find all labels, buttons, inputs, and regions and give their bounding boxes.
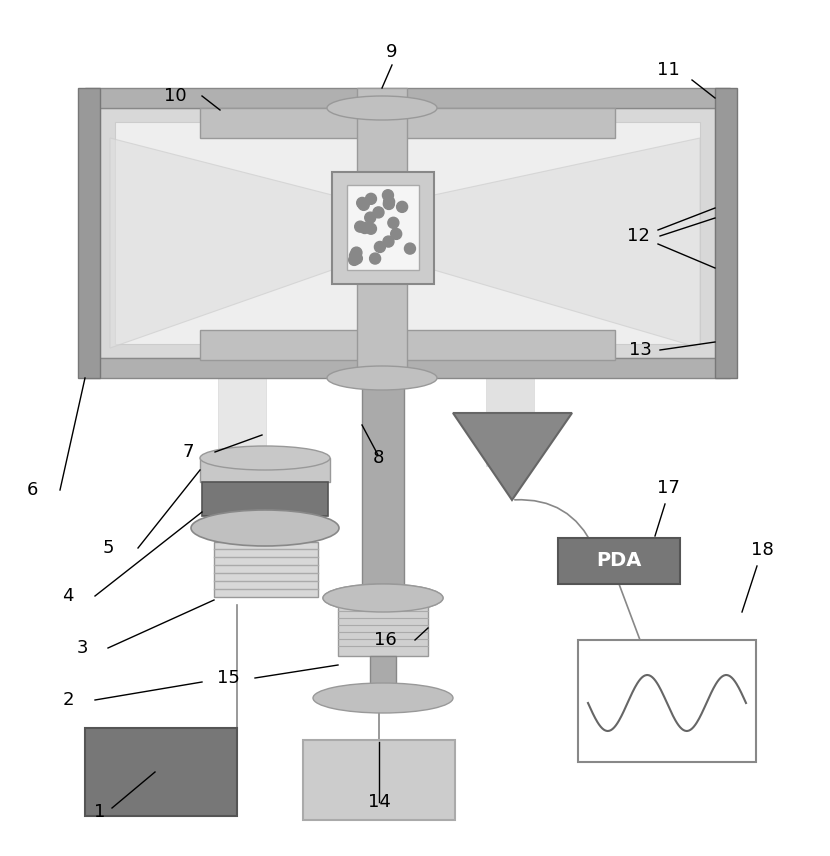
- Ellipse shape: [313, 683, 453, 713]
- Bar: [303, 740, 455, 820]
- Text: 18: 18: [750, 541, 774, 559]
- Circle shape: [383, 190, 393, 201]
- Circle shape: [364, 212, 376, 223]
- Circle shape: [354, 221, 366, 232]
- Text: 12: 12: [627, 227, 649, 245]
- Circle shape: [369, 253, 381, 264]
- Text: 6: 6: [27, 481, 37, 499]
- Ellipse shape: [191, 510, 339, 546]
- Circle shape: [351, 253, 363, 264]
- Bar: [100, 108, 715, 358]
- Bar: [85, 88, 730, 108]
- Text: 14: 14: [368, 793, 390, 811]
- Text: 2: 2: [62, 691, 74, 709]
- Circle shape: [404, 243, 416, 254]
- Circle shape: [365, 193, 377, 205]
- Polygon shape: [434, 138, 700, 348]
- Polygon shape: [453, 413, 572, 500]
- Text: 9: 9: [386, 43, 398, 61]
- Circle shape: [359, 199, 369, 211]
- Ellipse shape: [323, 584, 443, 612]
- Text: 7: 7: [183, 443, 193, 461]
- Circle shape: [365, 223, 377, 235]
- Bar: [370, 656, 396, 698]
- Circle shape: [383, 199, 394, 210]
- Bar: [338, 598, 428, 656]
- Bar: [357, 88, 407, 378]
- Bar: [332, 172, 434, 284]
- Ellipse shape: [327, 366, 437, 390]
- Circle shape: [357, 198, 368, 208]
- Bar: [85, 728, 237, 816]
- Circle shape: [373, 207, 384, 218]
- Circle shape: [349, 250, 360, 261]
- Bar: [78, 88, 100, 378]
- Circle shape: [349, 254, 359, 265]
- Bar: [362, 378, 404, 598]
- Text: 5: 5: [102, 539, 114, 557]
- Circle shape: [359, 223, 370, 234]
- Bar: [85, 358, 730, 378]
- Bar: [200, 330, 615, 360]
- Ellipse shape: [200, 446, 330, 470]
- Text: PDA: PDA: [596, 551, 642, 570]
- Ellipse shape: [327, 96, 437, 120]
- Bar: [200, 458, 330, 482]
- Text: 16: 16: [374, 631, 397, 649]
- Polygon shape: [110, 138, 332, 348]
- Text: 1: 1: [95, 803, 105, 821]
- Text: 15: 15: [217, 669, 239, 687]
- Circle shape: [397, 201, 408, 212]
- Bar: [347, 185, 419, 270]
- Bar: [558, 538, 680, 584]
- Circle shape: [388, 217, 399, 229]
- Bar: [214, 542, 318, 597]
- Circle shape: [374, 241, 385, 253]
- Circle shape: [351, 247, 362, 259]
- Bar: [200, 108, 615, 138]
- Circle shape: [391, 229, 402, 240]
- Bar: [486, 378, 534, 466]
- Circle shape: [383, 236, 394, 247]
- Bar: [218, 378, 266, 548]
- Text: 13: 13: [628, 341, 652, 359]
- Text: 17: 17: [657, 479, 680, 497]
- Ellipse shape: [323, 584, 443, 612]
- Bar: [115, 122, 700, 344]
- Bar: [715, 88, 737, 378]
- Text: 11: 11: [657, 61, 680, 79]
- Circle shape: [383, 196, 394, 207]
- FancyArrowPatch shape: [515, 500, 593, 548]
- Bar: [202, 482, 328, 516]
- Text: 4: 4: [62, 587, 74, 605]
- Text: 3: 3: [76, 639, 88, 657]
- Bar: [578, 640, 756, 762]
- Text: 8: 8: [373, 449, 383, 467]
- Text: 10: 10: [164, 87, 186, 105]
